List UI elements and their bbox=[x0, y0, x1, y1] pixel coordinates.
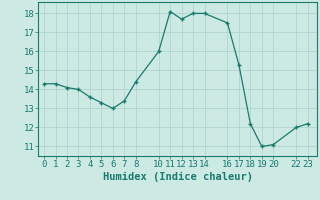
X-axis label: Humidex (Indice chaleur): Humidex (Indice chaleur) bbox=[103, 172, 252, 182]
